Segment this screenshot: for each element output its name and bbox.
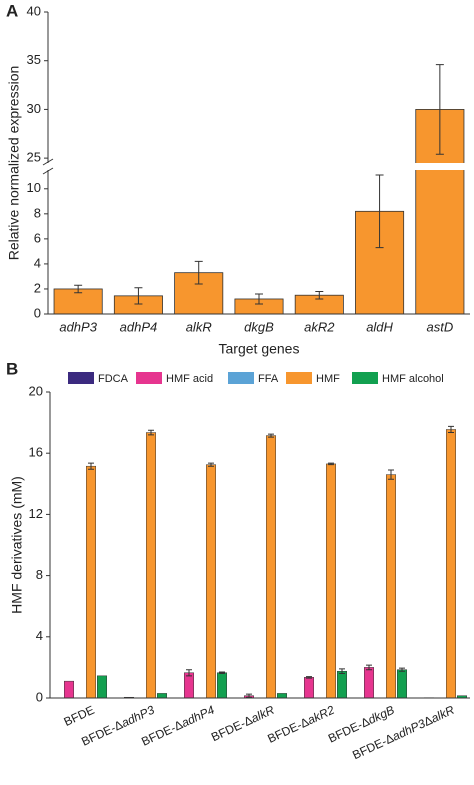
- y-tick-label: 10: [27, 180, 41, 195]
- bar: [304, 677, 314, 698]
- legend-label: HMF acid: [166, 373, 213, 385]
- axis-frame: [50, 392, 470, 698]
- y-tick-label: 0: [34, 305, 41, 320]
- y-axis-label: Relative normalized expression: [6, 66, 22, 261]
- legend-label: HMF: [316, 373, 340, 385]
- x-tick-label: BFDE: [62, 703, 97, 729]
- bar: [446, 429, 456, 698]
- legend-swatch: [286, 372, 312, 384]
- bar: [206, 465, 216, 698]
- y-tick-label: 8: [36, 567, 43, 582]
- y-axis-label: HMF derivatives (mM): [9, 476, 25, 614]
- y-tick-label: 4: [36, 628, 43, 643]
- x-tick-label: akR2: [304, 319, 335, 334]
- y-tick-label: 40: [27, 3, 41, 18]
- y-tick-label: 35: [27, 52, 41, 67]
- legend-swatch: [136, 372, 162, 384]
- bar: [277, 693, 287, 698]
- x-axis-label: Target genes: [219, 341, 300, 357]
- panel-label: A: [6, 1, 18, 20]
- y-tick-label: 12: [29, 506, 43, 521]
- legend-label: HMF alcohol: [382, 373, 444, 385]
- bar: [157, 693, 167, 698]
- y-tick-label: 8: [34, 205, 41, 220]
- legend-swatch: [228, 372, 254, 384]
- legend-label: FFA: [258, 373, 279, 385]
- bar: [326, 464, 336, 698]
- bar: [337, 671, 347, 698]
- x-tick-label: adhP4: [120, 319, 158, 334]
- y-tick-label: 2: [34, 280, 41, 295]
- bar: [86, 466, 96, 698]
- bar: [217, 673, 227, 698]
- bar: [397, 670, 407, 698]
- y-tick-label: 25: [27, 150, 41, 165]
- x-tick-label: alkR: [186, 319, 212, 334]
- panel-label: B: [6, 359, 18, 378]
- x-tick-label: BFDE-ΔakR2: [265, 703, 336, 746]
- legend-swatch: [352, 372, 378, 384]
- bar: [97, 676, 107, 698]
- bar: [266, 436, 276, 698]
- x-tick-label: dkgB: [244, 319, 274, 334]
- y-tick-label: 16: [29, 445, 43, 460]
- bar: [184, 673, 194, 698]
- bar: [146, 433, 156, 698]
- bar: [364, 667, 374, 698]
- x-tick-label: astD: [426, 319, 453, 334]
- y-tick-label: 0: [36, 689, 43, 704]
- legend-label: FDCA: [98, 373, 129, 385]
- bar: [386, 475, 396, 698]
- y-tick-label: 30: [27, 101, 41, 116]
- legend-swatch: [68, 372, 94, 384]
- y-tick-label: 4: [34, 255, 41, 270]
- x-tick-label: BFDE-ΔadhP3ΔalkR: [350, 703, 457, 763]
- y-tick-label: 6: [34, 230, 41, 245]
- y-tick-label: 20: [29, 383, 43, 398]
- x-tick-label: adhP3: [59, 319, 97, 334]
- axis-break-gap: [38, 163, 472, 170]
- bar: [64, 681, 74, 698]
- x-tick-label: aldH: [366, 319, 393, 334]
